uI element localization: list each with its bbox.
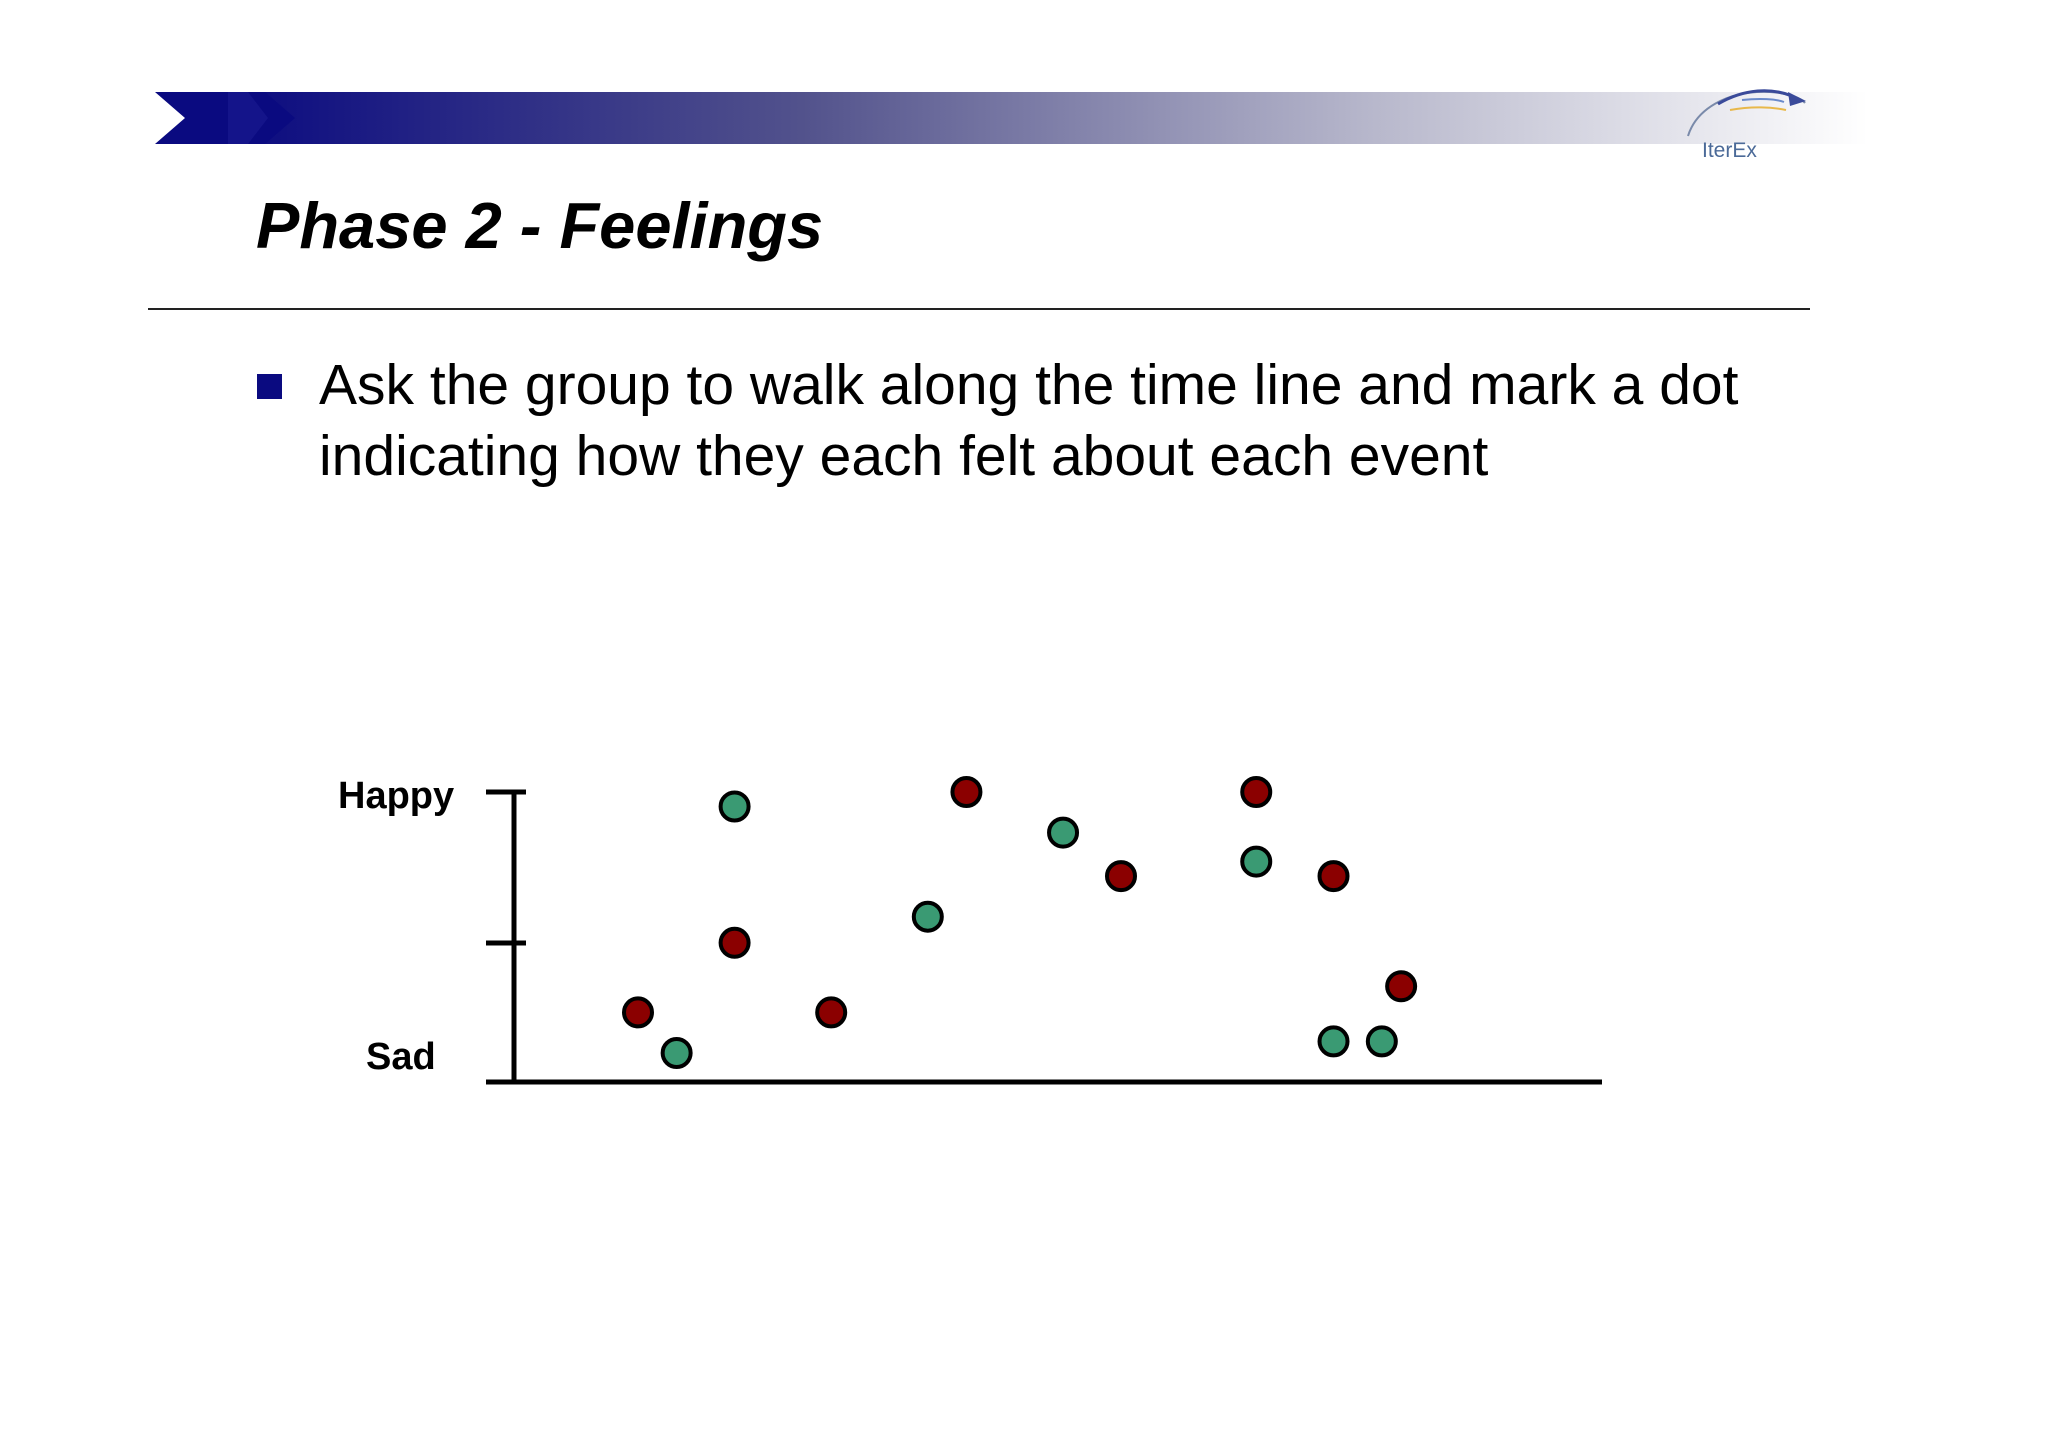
bullet-text: Ask the group to walk along the time lin… — [319, 353, 1739, 488]
data-point-series-2-1 — [660, 1037, 693, 1069]
logo-text: IterEx — [1702, 139, 1757, 162]
data-point-series-2-2 — [718, 790, 751, 823]
banner-chevron-inner — [228, 92, 268, 144]
header-banner — [228, 92, 1868, 144]
feelings-chart — [486, 776, 1602, 1085]
data-point-series-1-6 — [1240, 776, 1273, 808]
data-point-series-1-4 — [950, 776, 983, 808]
data-point-series-2-4 — [1047, 816, 1080, 849]
data-point-series-1-5 — [1105, 860, 1137, 893]
data-point-series-2-6 — [1317, 1025, 1350, 1058]
page-title: Phase 2 - Feelings — [256, 189, 824, 262]
data-point-series-2-5 — [1240, 845, 1273, 878]
y-label-sad: Sad — [366, 1036, 436, 1078]
data-point-series-2-7 — [1365, 1025, 1398, 1058]
iterex-logo-icon — [1687, 89, 1806, 137]
data-point-series-1-8 — [1385, 970, 1418, 1003]
data-point-series-1-7 — [1317, 860, 1350, 893]
data-points — [622, 776, 1418, 1069]
data-point-series-1-3 — [815, 996, 848, 1029]
bullet-square-icon — [257, 374, 282, 399]
data-point-series-1-2 — [718, 926, 751, 959]
data-point-series-2-3 — [911, 900, 944, 933]
banner-chevron — [155, 92, 295, 144]
y-label-happy: Happy — [338, 775, 455, 817]
data-point-series-1-1 — [622, 996, 654, 1029]
